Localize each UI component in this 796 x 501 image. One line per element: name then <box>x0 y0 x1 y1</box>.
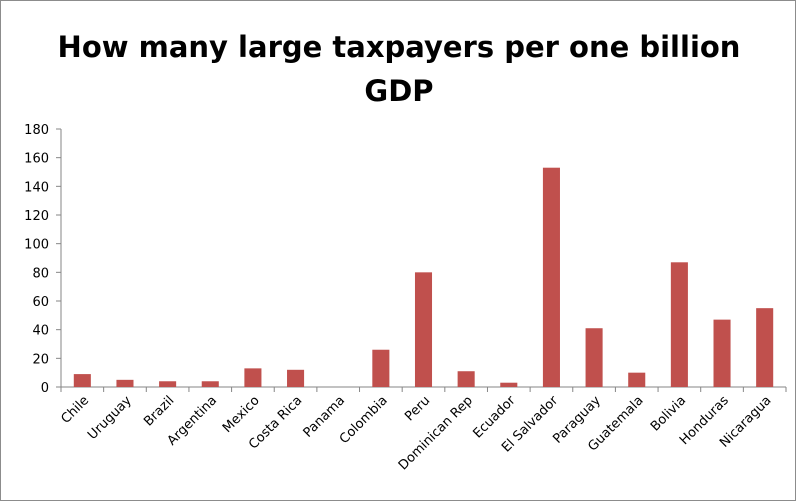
bar-honduras <box>713 319 731 387</box>
y-tick-label: 60 <box>32 295 49 310</box>
x-tick-label: Uruguay <box>85 393 135 443</box>
bar-nicaragua <box>756 308 774 387</box>
bar-colombia <box>372 349 390 387</box>
y-tick-label: 100 <box>24 238 49 253</box>
x-tick-label: Bolivia <box>648 393 689 434</box>
bar-dominican-rep <box>457 371 475 387</box>
bar-el-salvador <box>542 167 560 387</box>
bar-peru <box>414 272 433 387</box>
bar-uruguay <box>116 379 134 387</box>
chart-title: How many large taxpayers per one billion… <box>1 25 795 113</box>
bar-chile <box>73 374 91 387</box>
y-tick-label: 20 <box>32 352 49 367</box>
bar-guatemala <box>628 372 646 387</box>
bar-bolivia <box>670 262 688 387</box>
bar-costa-rica <box>287 369 305 387</box>
y-tick-label: 40 <box>32 324 49 339</box>
bar-mexico <box>244 368 262 387</box>
y-tick-label: 160 <box>24 152 49 167</box>
bar-ecuador <box>500 382 518 387</box>
chart-title-line-1: How many large taxpayers per one billion <box>57 30 741 64</box>
y-tick-label: 0 <box>41 381 49 396</box>
x-tick-label: Chile <box>59 393 93 427</box>
chart-title-line-2: GDP <box>364 74 434 108</box>
x-tick-label: Peru <box>402 393 433 424</box>
y-tick-label: 80 <box>32 266 49 281</box>
x-tick-label: Mexico <box>220 393 263 436</box>
bar-argentina <box>201 381 219 387</box>
x-tick-label: Brazil <box>141 393 177 429</box>
bar-brazil <box>159 381 177 387</box>
y-tick-label: 140 <box>24 180 49 195</box>
bar-paraguay <box>585 328 603 387</box>
x-tick-label: Dominican Rep <box>396 393 476 473</box>
y-tick-label: 180 <box>24 123 49 138</box>
y-tick-label: 120 <box>24 209 49 224</box>
